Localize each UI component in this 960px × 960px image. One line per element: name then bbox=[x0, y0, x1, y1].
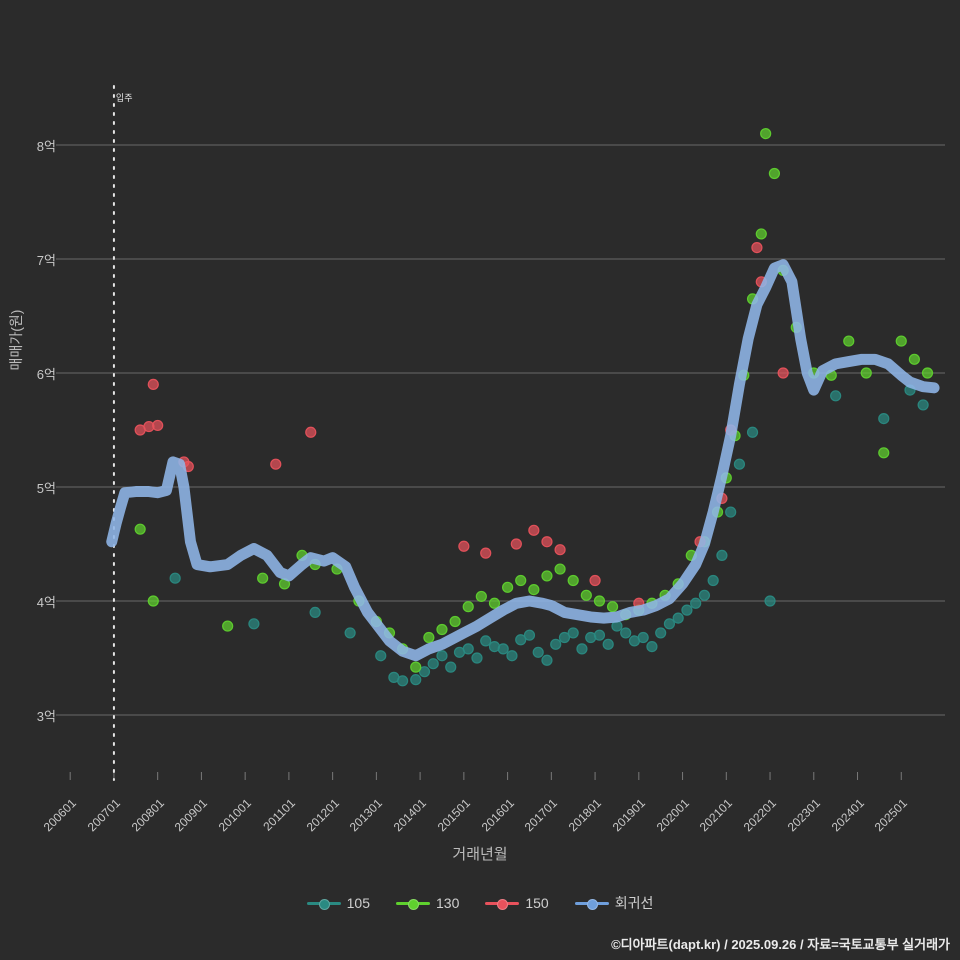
x-tick-label: 201001 bbox=[215, 796, 255, 835]
x-tick-label: 202401 bbox=[828, 796, 867, 835]
footer-credit: ©디아파트(dapt.kr) / 2025.09.26 / 자료=국토교통부 실… bbox=[611, 937, 950, 952]
regression-line bbox=[106, 259, 940, 662]
legend-item-150[interactable]: 150 bbox=[485, 895, 549, 911]
x-tick-label: 201401 bbox=[390, 796, 430, 835]
x-tick-label: 202501 bbox=[871, 796, 911, 835]
x-tick-label: 200801 bbox=[128, 796, 167, 835]
legend-label: 회귀선 bbox=[614, 895, 654, 911]
x-tick-label: 202301 bbox=[784, 796, 823, 835]
x-tick-label: 202001 bbox=[653, 796, 692, 835]
x-tick-label: 200601 bbox=[40, 796, 80, 835]
legend-swatch-icon bbox=[306, 896, 341, 910]
x-tick-label: 201501 bbox=[434, 796, 473, 835]
y-tick-label: 6억 bbox=[36, 367, 56, 382]
x-tick-label: 201201 bbox=[303, 796, 342, 835]
legend-swatch-icon bbox=[574, 896, 609, 910]
y-tick-label: 8억 bbox=[36, 139, 56, 154]
x-tick-label: 201301 bbox=[347, 796, 386, 835]
legend-item-회귀선[interactable]: 회귀선 bbox=[574, 893, 654, 913]
legend-swatch-icon bbox=[396, 896, 430, 910]
y-axis-title: 매매가(원) bbox=[8, 309, 24, 371]
y-tick-label: 7억 bbox=[36, 253, 56, 268]
legend-label: 150 bbox=[525, 895, 549, 911]
x-tick-label: 201101 bbox=[260, 796, 298, 834]
y-tick-label: 4억 bbox=[36, 595, 56, 610]
legend-swatch-icon bbox=[485, 896, 520, 910]
chart-legend: 105 130 150 회귀선 bbox=[0, 893, 960, 913]
x-tick-label: 201701 bbox=[522, 796, 561, 835]
move-in-annotation-label: 입주 bbox=[115, 93, 133, 103]
x-tick-label: 200901 bbox=[172, 796, 211, 835]
x-axis-title: 거래년월 bbox=[452, 846, 508, 863]
x-tick-label: 201601 bbox=[478, 796, 517, 835]
legend-item-105[interactable]: 105 bbox=[306, 895, 370, 911]
y-tick-label: 3억 bbox=[36, 709, 56, 724]
x-tick-label: 200701 bbox=[84, 796, 123, 835]
legend-label: 105 bbox=[346, 895, 370, 911]
scatter-series-150 bbox=[134, 242, 789, 609]
legend-item-130[interactable]: 130 bbox=[396, 895, 459, 911]
x-tick-label: 202101 bbox=[697, 796, 736, 835]
x-tick-label: 201901 bbox=[609, 796, 648, 835]
chart-plot-area bbox=[56, 85, 945, 781]
x-tick-label: 202201 bbox=[740, 796, 779, 835]
legend-label: 130 bbox=[436, 895, 460, 911]
y-tick-label: 5억 bbox=[36, 481, 56, 496]
x-tick-label: 201801 bbox=[565, 796, 605, 835]
